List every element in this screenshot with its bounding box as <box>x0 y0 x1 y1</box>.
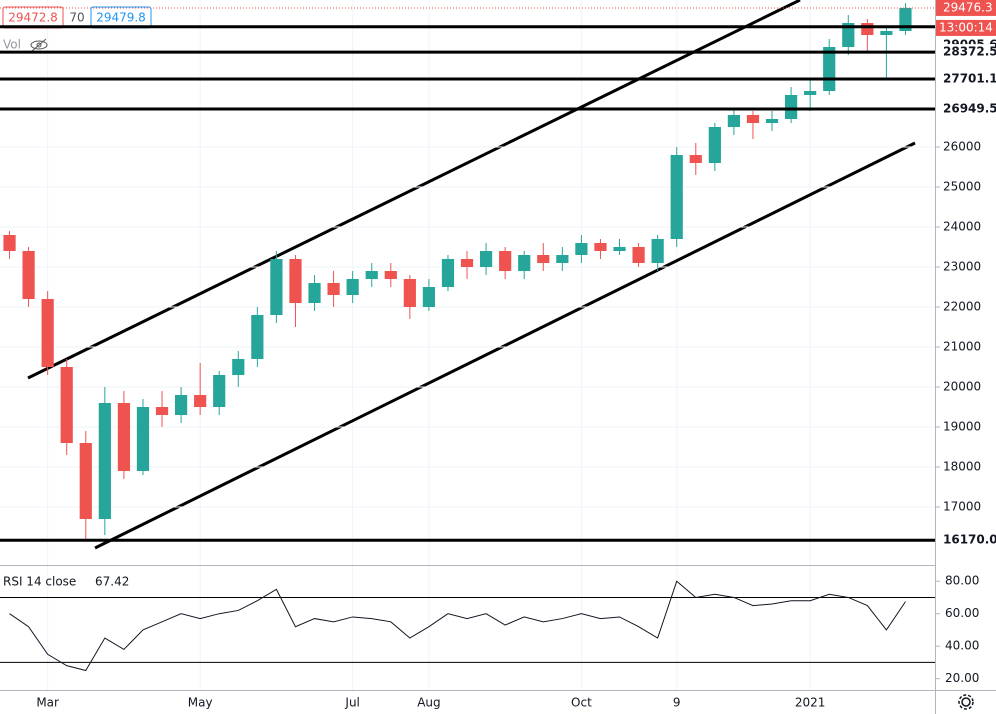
candle-body <box>365 271 378 279</box>
candle-body <box>861 23 874 35</box>
header: 29472.8 70 29479.8 Vol <box>2 6 152 52</box>
x-tick-label: 2021 <box>795 696 826 710</box>
candle-body <box>765 119 779 123</box>
y-tick-label: 25000 <box>943 180 981 194</box>
candle-body <box>232 359 245 375</box>
candle-body <box>708 127 721 163</box>
candle-body <box>136 407 150 471</box>
candle-body <box>384 271 397 279</box>
candle-body <box>441 259 455 287</box>
candle-body <box>556 255 569 263</box>
last-price-bg <box>936 0 996 16</box>
candle-body <box>594 243 607 251</box>
rsi-tick-label: 40.00 <box>945 639 979 653</box>
candle-body <box>613 247 626 251</box>
candle-body <box>746 115 760 123</box>
candle-body <box>460 259 474 267</box>
candle-body <box>41 299 54 367</box>
trend-line <box>27 0 801 380</box>
level-label: 27701.1 <box>943 71 996 85</box>
y-tick-label: 21000 <box>943 340 981 354</box>
candle-body <box>575 243 588 255</box>
candle-body <box>727 115 741 127</box>
y-tick-label: 24000 <box>943 220 981 234</box>
candle-body <box>670 155 683 239</box>
candle-body <box>79 443 92 519</box>
rsi-title: RSI 14 close <box>3 575 76 589</box>
candle-body <box>289 259 302 303</box>
candle-body <box>270 259 283 315</box>
rsi-tick-label: 60.00 <box>945 606 979 620</box>
candle-body <box>251 315 264 359</box>
level-label: 28372.5 <box>943 45 996 59</box>
candle-body <box>155 407 169 415</box>
candle-body <box>632 247 645 263</box>
y-tick-label: 20000 <box>943 380 981 394</box>
x-tick-label: May <box>188 696 213 710</box>
rsi-value: 67.42 <box>95 575 129 589</box>
rsi-tick-label: 80.00 <box>945 574 979 588</box>
y-tick-label: 26000 <box>943 140 981 154</box>
level-label: 26949.5 <box>943 102 996 116</box>
candle-body <box>479 251 493 267</box>
bid: 29472.8 <box>8 11 58 25</box>
candle-body <box>98 403 111 519</box>
level-label: 16170.0 <box>943 533 996 547</box>
candle-body <box>784 95 798 119</box>
candle-body <box>537 255 550 263</box>
rsi-tick-label: 20.00 <box>945 671 979 685</box>
candle-body <box>518 255 531 271</box>
y-tick-label: 18000 <box>943 460 981 474</box>
spread: 70 <box>69 11 84 25</box>
y-tick-label: 17000 <box>943 500 981 514</box>
candle-body <box>880 31 893 35</box>
candle-body <box>60 367 73 443</box>
x-tick-label: Mar <box>36 696 59 710</box>
x-tick-label: 9 <box>673 696 681 710</box>
settings-icon[interactable] <box>958 694 974 710</box>
x-tick-label: Jul <box>344 696 359 710</box>
candle-body <box>403 279 416 307</box>
x-tick-label: Oct <box>571 696 592 710</box>
level-label-bg <box>937 101 995 118</box>
volume-label: Vol <box>3 38 21 52</box>
candle-body <box>804 91 817 95</box>
candle-body <box>689 155 702 163</box>
candle-body <box>899 7 912 31</box>
y-tick-label: 22000 <box>943 300 981 314</box>
candle-body <box>22 251 35 299</box>
candle-body <box>842 23 855 47</box>
level-label-bg <box>937 532 995 549</box>
last-price-label: 29476.3 <box>943 0 993 14</box>
trend-line <box>94 141 916 550</box>
x-tick-label: Aug <box>417 696 440 710</box>
candle-body <box>213 375 226 407</box>
candle-body <box>117 403 131 471</box>
rsi-line <box>9 580 906 672</box>
eye-icon[interactable] <box>30 38 48 52</box>
countdown: 13:00:14 <box>939 20 993 34</box>
y-tick-label: 23000 <box>943 260 981 274</box>
y-tick-label: 19000 <box>943 420 981 434</box>
candle-body <box>499 251 512 271</box>
candle-body <box>308 283 321 303</box>
candle-body <box>174 395 188 415</box>
countdown-bg <box>936 19 996 36</box>
level-label-bg <box>937 70 995 87</box>
level-label-bg <box>937 44 995 61</box>
candle-body <box>422 287 436 307</box>
candle-body <box>327 283 340 295</box>
candle-body <box>194 395 207 407</box>
candle-body <box>651 239 664 263</box>
candle-body <box>346 279 359 295</box>
ask: 29479.8 <box>96 11 146 25</box>
candle-body <box>3 235 16 251</box>
